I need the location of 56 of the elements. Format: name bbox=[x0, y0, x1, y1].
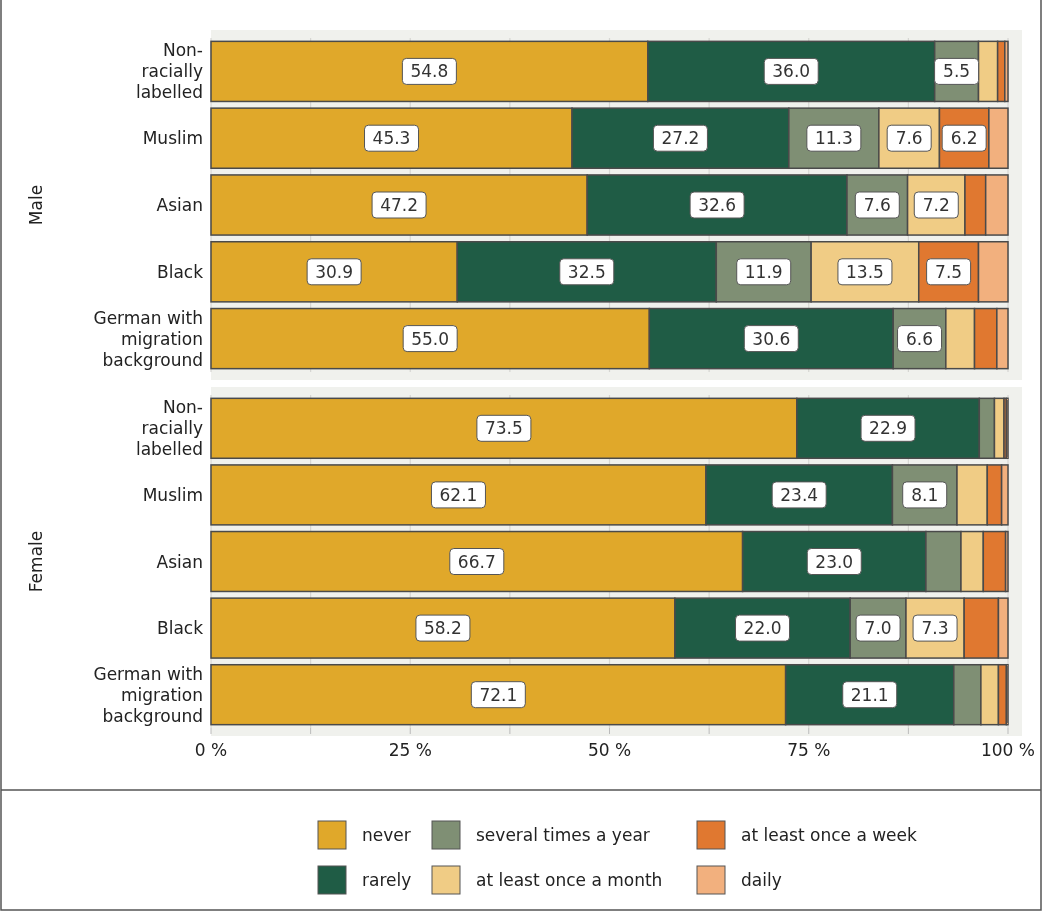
data-label: 30.9 bbox=[315, 261, 354, 282]
data-label: 8.1 bbox=[911, 484, 939, 505]
data-label: 7.6 bbox=[863, 195, 891, 215]
y-tick-label: Black bbox=[157, 618, 204, 639]
x-tick-label: 75 % bbox=[787, 740, 831, 760]
legend-label: never bbox=[362, 825, 411, 845]
legend-label: rarely bbox=[362, 870, 412, 890]
data-label: 47.2 bbox=[380, 195, 419, 215]
y-tick-label: Muslim bbox=[142, 484, 203, 505]
y-axis-title: Male bbox=[26, 184, 46, 226]
data-label: 36.0 bbox=[772, 61, 811, 82]
y-tick-label: Non-racially labelled bbox=[135, 397, 203, 460]
y-tick-label: Asian bbox=[156, 551, 203, 572]
y-tick-label: Muslim bbox=[142, 128, 203, 149]
legend-label: at least once a month bbox=[476, 870, 663, 890]
data-label: 30.6 bbox=[752, 328, 791, 349]
y-tick-label: German with migration background bbox=[93, 307, 203, 370]
x-tick-label: 0 % bbox=[194, 740, 228, 760]
data-label: 73.5 bbox=[484, 418, 523, 439]
x-tick-label: 50 % bbox=[587, 740, 632, 760]
data-label: 7.0 bbox=[864, 618, 892, 639]
legend-label: at least once a week bbox=[741, 825, 918, 845]
data-label: 27.2 bbox=[661, 128, 700, 149]
data-label: 11.9 bbox=[744, 261, 783, 282]
data-label: 54.8 bbox=[410, 61, 449, 82]
x-tick-label: 25 % bbox=[388, 740, 432, 760]
data-label: 23.4 bbox=[780, 484, 819, 505]
data-label: 32.5 bbox=[567, 261, 606, 282]
y-axis-title: Female bbox=[26, 530, 46, 593]
data-label: 45.3 bbox=[372, 128, 411, 149]
data-label: 22.9 bbox=[869, 418, 907, 439]
y-tick-label: Non-racially labelled bbox=[135, 40, 203, 103]
legend-label: daily bbox=[741, 870, 782, 890]
data-label: 6.2 bbox=[950, 128, 978, 149]
data-label: 72.1 bbox=[479, 684, 518, 705]
y-tick-label: Asian bbox=[156, 195, 203, 215]
data-label: 21.1 bbox=[850, 684, 889, 705]
data-label: 23.0 bbox=[815, 551, 854, 572]
data-label: 58.2 bbox=[424, 618, 462, 639]
data-label: 62.1 bbox=[439, 484, 478, 505]
data-label: 32.6 bbox=[698, 195, 737, 215]
data-label: 5.5 bbox=[943, 61, 971, 82]
y-tick-label: German with migration background bbox=[93, 663, 203, 726]
data-label: 55.0 bbox=[411, 328, 450, 349]
legend-label: several times a year bbox=[476, 825, 650, 845]
data-label: 7.2 bbox=[922, 195, 950, 215]
y-tick-label: Black bbox=[157, 261, 204, 282]
x-tick-label: 100 % bbox=[980, 740, 1036, 760]
data-label: 11.3 bbox=[814, 128, 853, 149]
data-label: 22.0 bbox=[743, 618, 782, 639]
data-label: 7.3 bbox=[921, 618, 949, 639]
data-label: 6.6 bbox=[906, 328, 934, 349]
data-label: 13.5 bbox=[846, 261, 884, 282]
data-label: 7.6 bbox=[895, 128, 923, 149]
data-label: 7.5 bbox=[935, 261, 963, 282]
data-label: 66.7 bbox=[457, 551, 496, 572]
